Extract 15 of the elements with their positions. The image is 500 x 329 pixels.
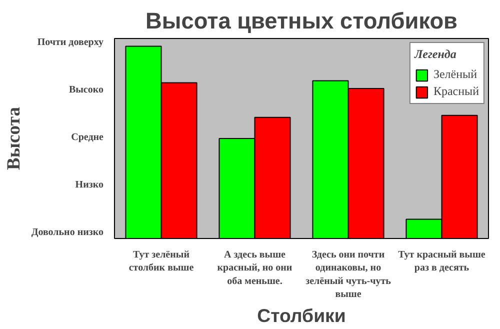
text: Довольно низко	[31, 227, 104, 238]
x-tick-label: Тут зелёный столбик выше	[128, 250, 194, 274]
text: Низко	[75, 180, 104, 191]
text: Почти доверху	[37, 36, 104, 48]
legend-title: Легенда	[414, 47, 458, 62]
legend-label: Красный	[433, 84, 479, 99]
x-tick-label: А здесь выше красный, но они оба меньше.	[217, 250, 292, 287]
text: Средне	[71, 132, 104, 144]
chart-title: Высота цветных столбиков	[146, 8, 458, 34]
text: Высоко	[68, 84, 104, 96]
x-tick-label: Тут красный выше раз в десять	[398, 250, 486, 274]
y-axis-title: Высота	[3, 106, 24, 170]
x-axis-title: Столбики	[257, 305, 346, 326]
x-tick-label: Здесь они почти одинаковы, но зелёный чуть-чуть выше	[306, 250, 392, 300]
legend-label: Зелёный	[433, 67, 477, 82]
